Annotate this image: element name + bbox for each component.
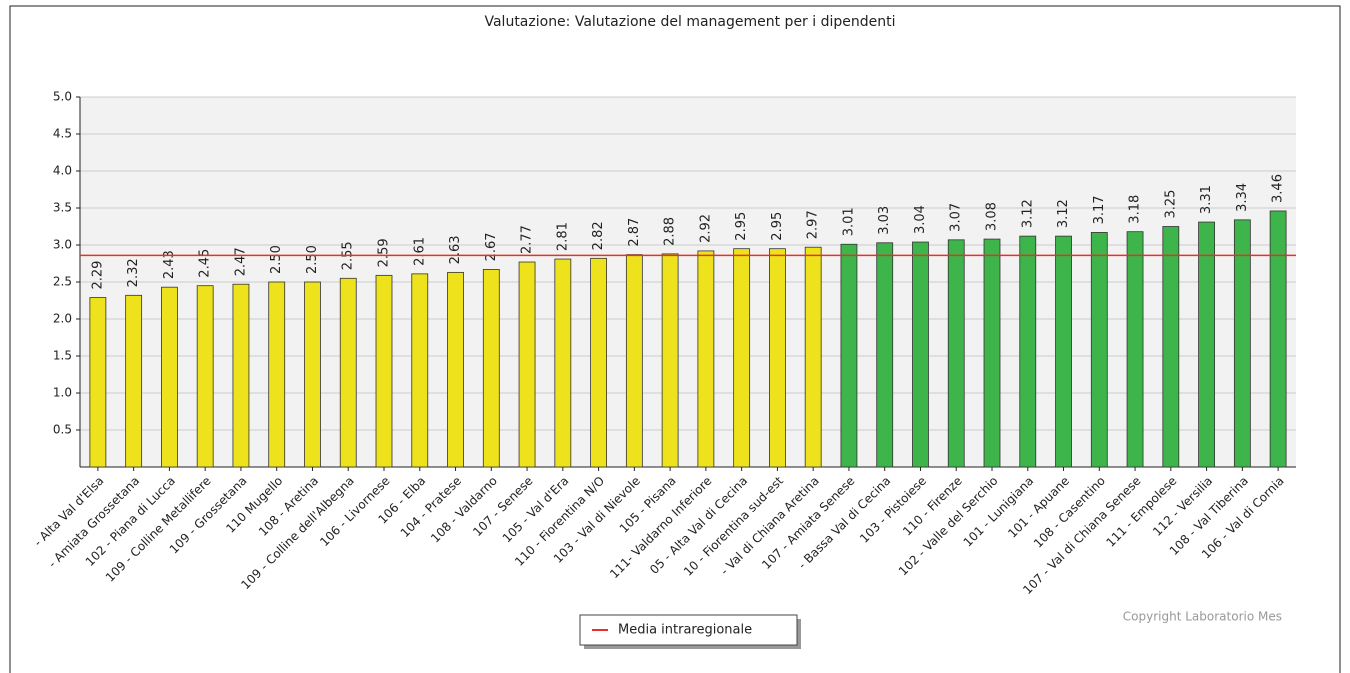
bar [304,281,321,468]
bar [268,281,286,468]
bar [1162,226,1180,468]
bar [983,238,1001,468]
bar [339,277,357,468]
value-label: 2.88 [663,217,678,246]
value-label: 3.07 [949,203,964,232]
y-tick-label: 5.0 [53,90,72,104]
bar [804,246,822,468]
bar [411,273,429,468]
value-label: 3.04 [913,205,928,234]
bar [196,285,214,468]
y-tick-label: 3.0 [53,238,72,252]
y-tick-label: 1.0 [53,386,72,400]
frame [9,5,1341,673]
bar [840,243,858,468]
bar [161,286,178,468]
value-label: 2.77 [520,225,535,254]
bar [947,239,965,468]
y-tick-label: 3.5 [53,201,72,215]
bar [1019,235,1037,468]
value-label: 3.46 [1271,174,1286,203]
bar [482,269,500,468]
value-label: 3.31 [1199,185,1214,214]
value-label: 2.81 [555,222,570,251]
bar [1233,219,1251,468]
bar [232,283,250,468]
bar [912,241,929,468]
value-label: 2.59 [377,238,392,267]
bar [769,248,786,468]
y-tick-label: 1.5 [53,349,72,363]
y-tick-label: 2.5 [53,275,72,289]
bar [375,274,393,468]
value-label: 3.01 [841,207,856,236]
bar [518,261,536,468]
value-label: 3.18 [1128,195,1143,224]
value-label: 3.34 [1235,183,1250,212]
bar [1090,232,1108,468]
value-label: 2.47 [233,247,248,276]
copyright: Copyright Laboratorio Mes [1123,610,1282,624]
bar [447,271,464,468]
value-label: 2.67 [484,232,499,261]
value-label: 2.50 [269,245,284,274]
bar [697,250,715,468]
bar [661,253,679,468]
value-label: 2.63 [448,235,463,264]
value-label: 2.29 [90,261,105,290]
legend [579,614,798,646]
value-label: 2.61 [412,237,427,266]
chart-title: Valutazione: Valutazione del management … [484,14,895,30]
value-label: 2.32 [126,258,141,287]
bar [625,254,643,468]
value-label: 2.87 [627,218,642,247]
value-label: 3.08 [985,202,1000,231]
value-label: 2.95 [770,212,785,241]
y-tick-label: 0.5 [53,423,72,437]
bar [125,294,143,468]
bar [1269,210,1287,468]
bar [1198,221,1215,468]
value-label: 2.82 [591,221,606,250]
bar [89,297,107,468]
value-label: 3.12 [1020,199,1035,228]
bar [590,257,607,468]
value-label: 2.92 [698,214,713,243]
bar [733,248,751,468]
y-tick-label: 4.5 [53,127,72,141]
value-label: 2.45 [198,249,213,278]
value-label: 2.43 [162,250,177,279]
y-tick-label: 4.0 [53,164,72,178]
bar [1126,231,1144,468]
value-label: 2.50 [305,245,320,274]
bar [876,242,894,468]
y-tick-label: 2.0 [53,312,72,326]
value-label: 3.17 [1092,195,1107,224]
value-label: 3.25 [1163,190,1178,219]
value-label: 3.12 [1056,199,1071,228]
value-label: 3.03 [877,206,892,235]
value-label: 2.95 [734,212,749,241]
bar [1055,235,1072,468]
bar [554,258,572,468]
value-label: 2.97 [806,210,821,239]
legend-label: Media intraregionale [618,623,752,638]
